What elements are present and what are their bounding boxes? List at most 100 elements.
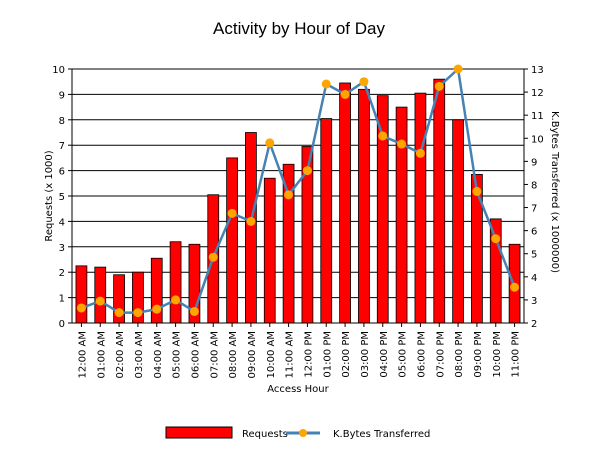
bar bbox=[358, 88, 370, 324]
x-tick-label: 09:00 PM bbox=[473, 331, 484, 378]
x-tick-label: 04:00 AM bbox=[153, 331, 164, 378]
legend-kbytes-label: K.Bytes Transferred bbox=[333, 429, 430, 440]
bar bbox=[452, 119, 464, 324]
x-tick-label: 02:00 AM bbox=[115, 331, 126, 378]
y-tick-label: 2 bbox=[59, 268, 65, 279]
y-tick-label: 5 bbox=[59, 192, 65, 203]
bar bbox=[471, 174, 483, 324]
y-tick-label: 7 bbox=[59, 141, 65, 152]
kbytes-line bbox=[76, 64, 520, 318]
data-point bbox=[227, 208, 237, 218]
y2-tick-label: 10 bbox=[531, 134, 544, 145]
data-point bbox=[510, 282, 520, 292]
y2-tick-label: 7 bbox=[531, 204, 537, 215]
x-tick-label: 08:00 PM bbox=[454, 331, 465, 378]
bar bbox=[245, 132, 257, 324]
y2-tick-label: 13 bbox=[531, 65, 544, 76]
bar bbox=[320, 118, 333, 324]
x-tick-label: 10:00 AM bbox=[266, 331, 277, 378]
legend-requests-label: Requests bbox=[242, 429, 288, 440]
data-point bbox=[415, 148, 425, 158]
x-tick-label: 08:00 AM bbox=[228, 331, 239, 378]
y2-tick-label: 6 bbox=[531, 227, 537, 238]
x-tick-label: 06:00 AM bbox=[190, 331, 201, 378]
x-tick-label: 12:00 AM bbox=[77, 331, 88, 378]
bar bbox=[226, 157, 238, 324]
x-tick-label: 10:00 PM bbox=[492, 331, 503, 378]
y2-tick-label: 11 bbox=[531, 111, 544, 122]
left-axis-ticks: 0 1 2 3 4 5 6 7 8 9 10 bbox=[52, 65, 65, 330]
y2-axis-title: K.Bytes Transferred (x 1000000) bbox=[549, 111, 560, 273]
x-tick-label: 12:00 PM bbox=[303, 331, 314, 378]
data-point bbox=[284, 190, 294, 200]
bar bbox=[376, 95, 389, 324]
y-tick-label: 3 bbox=[59, 243, 65, 254]
y-tick-label: 8 bbox=[59, 116, 65, 127]
x-tick-label: 07:00 AM bbox=[209, 331, 220, 378]
data-point bbox=[491, 234, 501, 244]
data-point bbox=[434, 81, 444, 91]
data-point bbox=[114, 308, 124, 318]
data-point bbox=[453, 64, 463, 74]
right-axis-ticks: 2 3 4 5 6 7 8 9 10 11 12 13 bbox=[531, 65, 544, 330]
y2-tick-label: 8 bbox=[531, 180, 537, 191]
x-tick-label: 05:00 AM bbox=[172, 331, 183, 378]
x-axis-ticks: 12:00 AM 01:00 AM 02:00 AM 03:00 AM 04:00 AM… bbox=[77, 331, 521, 378]
data-point bbox=[246, 216, 256, 226]
y2-tick-label: 9 bbox=[531, 157, 537, 168]
x-tick-label: 05:00 PM bbox=[398, 331, 409, 378]
data-point bbox=[359, 77, 369, 87]
y-axis-title: Requests (x 1000) bbox=[44, 150, 55, 241]
data-point bbox=[95, 296, 105, 306]
x-axis-title: Access Hour bbox=[267, 384, 329, 395]
y-tick-label: 6 bbox=[59, 167, 65, 178]
bar bbox=[395, 106, 408, 324]
data-point bbox=[265, 138, 275, 148]
y2-tick-label: 4 bbox=[531, 273, 537, 284]
series-line bbox=[80, 67, 516, 314]
x-tick-label: 02:00 PM bbox=[341, 331, 352, 378]
data-point bbox=[171, 295, 181, 305]
bar bbox=[263, 177, 276, 324]
y2-tick-label: 5 bbox=[531, 250, 537, 261]
data-point bbox=[397, 139, 407, 149]
requests-bars bbox=[75, 78, 521, 324]
bar bbox=[75, 265, 88, 324]
bar bbox=[433, 78, 446, 324]
bar bbox=[414, 92, 427, 324]
x-tick-label: 04:00 PM bbox=[379, 331, 390, 378]
y-tick-label: 0 bbox=[59, 319, 65, 330]
data-point bbox=[76, 303, 86, 313]
y2-tick-label: 2 bbox=[531, 319, 537, 330]
data-point bbox=[208, 252, 218, 262]
x-tick-label: 06:00 PM bbox=[416, 331, 427, 378]
gridlines bbox=[72, 68, 524, 324]
bar bbox=[169, 241, 182, 324]
data-point bbox=[340, 89, 350, 99]
legend-kbytes-marker bbox=[299, 429, 307, 437]
x-tick-label: 03:00 PM bbox=[360, 331, 371, 378]
y-tick-label: 10 bbox=[52, 65, 65, 76]
data-point bbox=[189, 306, 199, 316]
x-tick-label: 11:00 PM bbox=[511, 331, 522, 378]
y-tick-label: 1 bbox=[59, 294, 65, 305]
y2-tick-label: 3 bbox=[531, 296, 537, 307]
data-point bbox=[378, 131, 388, 141]
x-tick-label: 11:00 AM bbox=[285, 331, 296, 378]
chart-title: Activity by Hour of Day bbox=[213, 19, 385, 38]
data-point bbox=[321, 79, 331, 89]
data-point bbox=[133, 308, 143, 318]
data-point bbox=[472, 186, 482, 196]
legend-requests-swatch bbox=[165, 426, 233, 439]
x-tick-label: 01:00 PM bbox=[322, 331, 333, 378]
x-tick-label: 07:00 PM bbox=[435, 331, 446, 378]
x-tick-label: 03:00 AM bbox=[134, 331, 145, 378]
y2-tick-label: 12 bbox=[531, 88, 544, 99]
data-point bbox=[152, 304, 162, 314]
legend: Requests K.Bytes Transferred bbox=[165, 426, 430, 440]
data-point bbox=[302, 166, 312, 176]
y-tick-label: 4 bbox=[59, 217, 65, 228]
bar bbox=[94, 266, 107, 324]
x-tick-label: 09:00 AM bbox=[247, 331, 258, 378]
